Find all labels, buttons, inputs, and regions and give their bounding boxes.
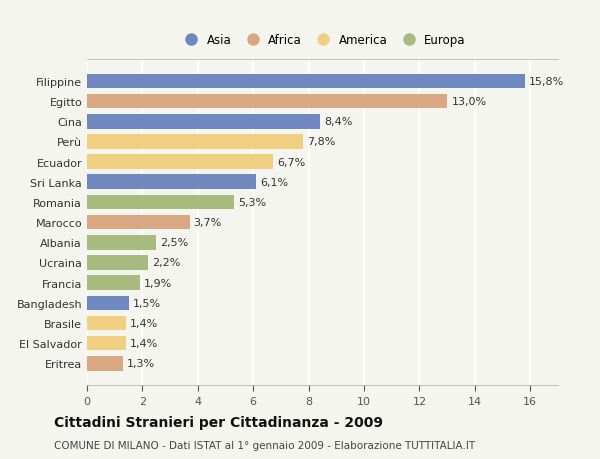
Bar <box>87 276 140 290</box>
Bar <box>87 296 128 310</box>
Text: 7,8%: 7,8% <box>307 137 335 147</box>
Text: 13,0%: 13,0% <box>451 97 487 107</box>
Text: 15,8%: 15,8% <box>529 77 564 87</box>
Text: 1,3%: 1,3% <box>127 358 155 369</box>
Text: 1,9%: 1,9% <box>144 278 172 288</box>
Bar <box>87 356 123 371</box>
Text: Cittadini Stranieri per Cittadinanza - 2009: Cittadini Stranieri per Cittadinanza - 2… <box>54 415 383 429</box>
Text: 6,1%: 6,1% <box>260 177 288 187</box>
Legend: Asia, Africa, America, Europa: Asia, Africa, America, Europa <box>175 30 470 52</box>
Bar <box>87 336 126 351</box>
Text: 1,4%: 1,4% <box>130 338 158 348</box>
Bar <box>87 195 234 210</box>
Bar <box>87 95 447 109</box>
Text: 1,4%: 1,4% <box>130 318 158 328</box>
Bar <box>87 74 525 89</box>
Text: 1,5%: 1,5% <box>133 298 161 308</box>
Text: 3,7%: 3,7% <box>194 218 222 228</box>
Text: 5,3%: 5,3% <box>238 197 266 207</box>
Bar <box>87 256 148 270</box>
Text: 2,2%: 2,2% <box>152 258 181 268</box>
Text: 6,7%: 6,7% <box>277 157 305 167</box>
Bar <box>87 155 272 169</box>
Bar <box>87 175 256 190</box>
Text: 2,5%: 2,5% <box>160 238 188 248</box>
Text: COMUNE DI MILANO - Dati ISTAT al 1° gennaio 2009 - Elaborazione TUTTITALIA.IT: COMUNE DI MILANO - Dati ISTAT al 1° genn… <box>54 440 475 450</box>
Bar <box>87 235 156 250</box>
Bar <box>87 316 126 330</box>
Bar <box>87 115 320 129</box>
Bar <box>87 215 190 230</box>
Text: 8,4%: 8,4% <box>324 117 352 127</box>
Bar <box>87 135 303 149</box>
